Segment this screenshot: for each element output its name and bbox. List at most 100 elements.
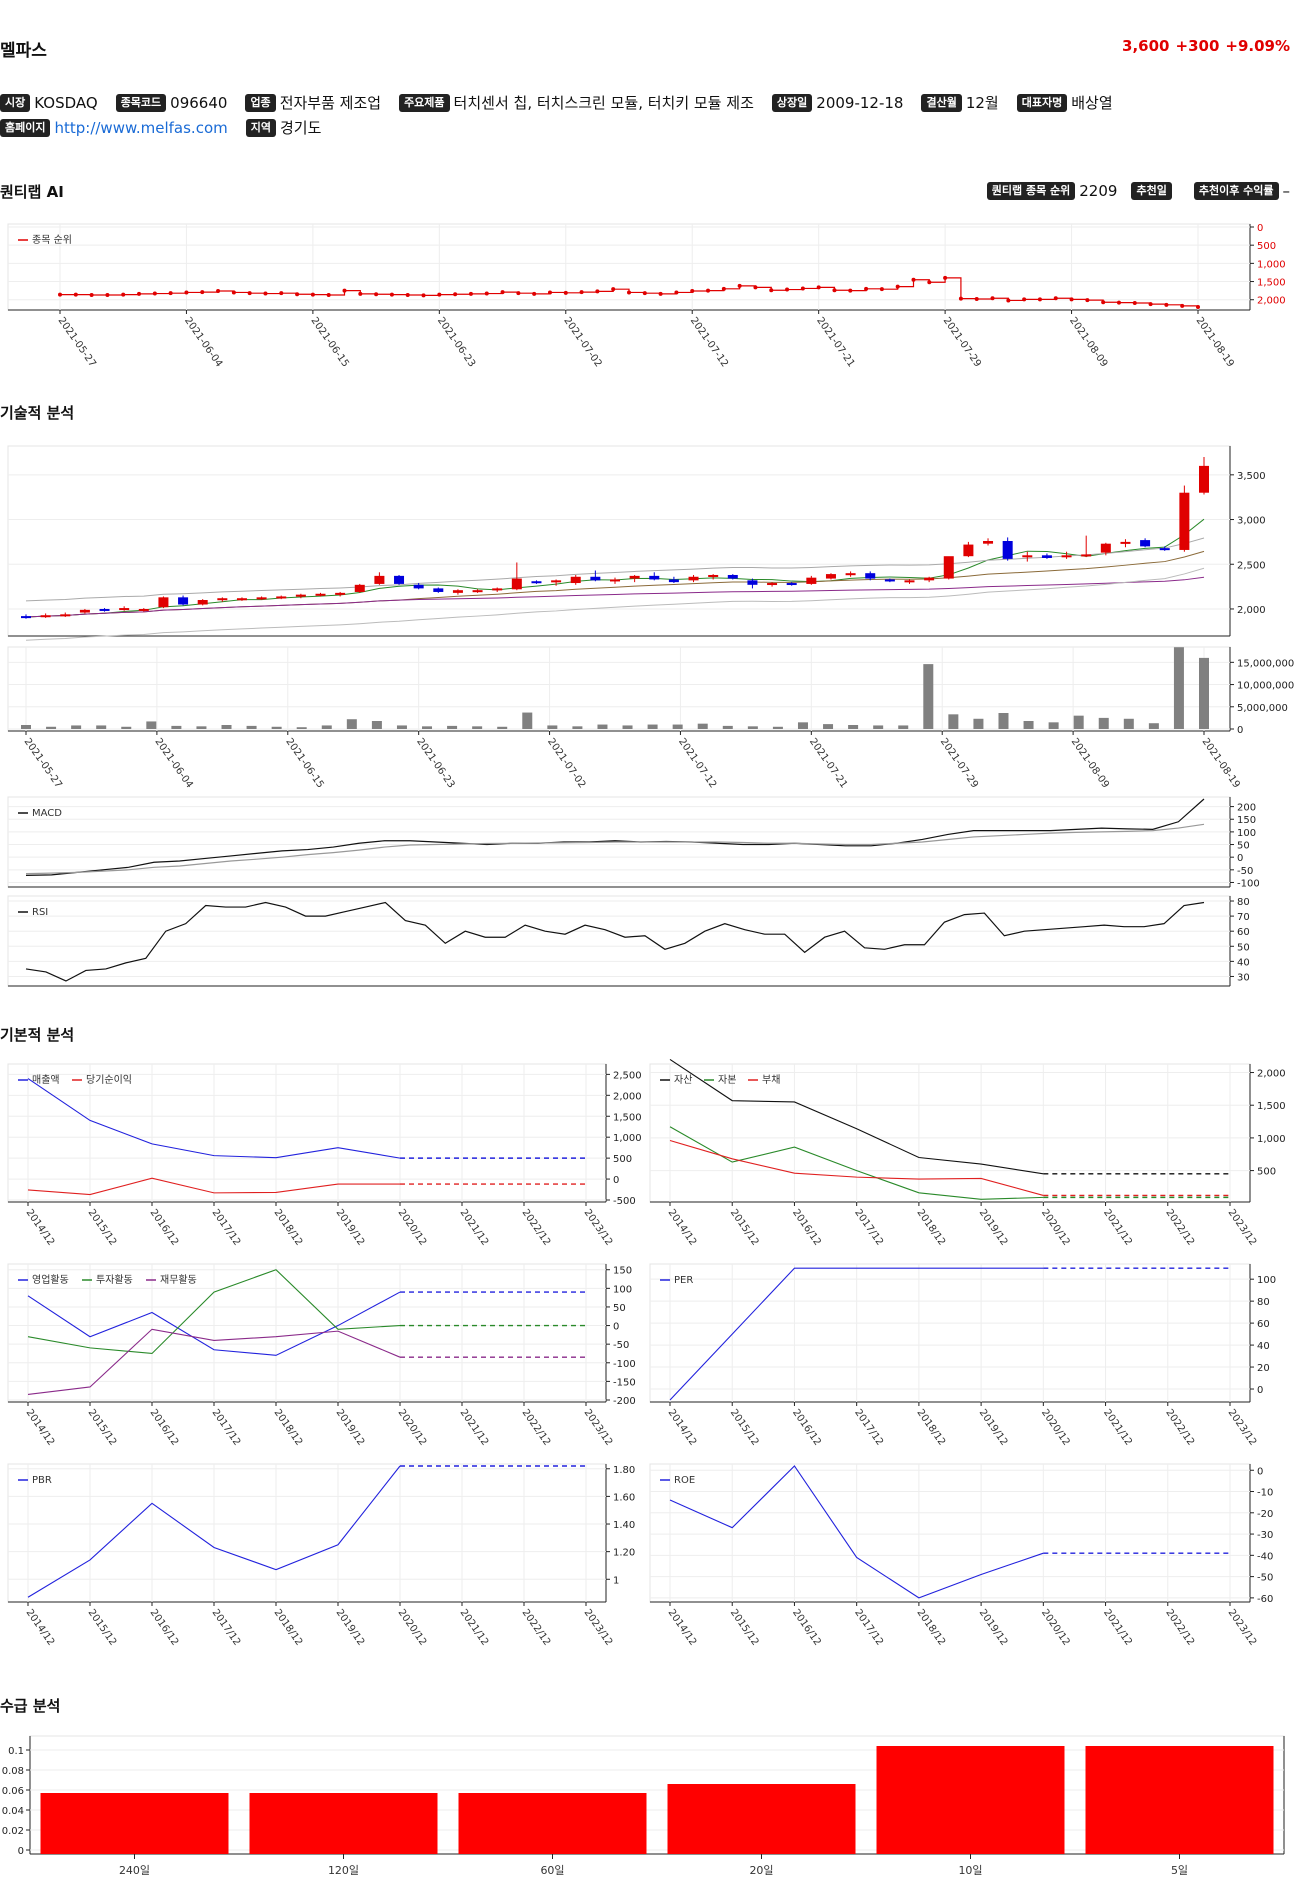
pbr-chart-x-tick-label: 2023/12 xyxy=(582,1607,615,1647)
rank-point xyxy=(1069,297,1074,302)
rsi-chart-frame xyxy=(7,895,1231,987)
balance-chart-x-tick-label: 2017/12 xyxy=(852,1207,885,1247)
candle-body xyxy=(197,600,208,605)
candle-body xyxy=(1179,492,1190,550)
candle-body xyxy=(806,577,817,584)
cashflow-series-line xyxy=(27,1269,401,1355)
candle-body xyxy=(60,614,71,617)
balance-series-line xyxy=(669,1139,1044,1196)
volume-bar xyxy=(998,713,1009,729)
rank-point xyxy=(864,286,869,291)
candle-body xyxy=(924,577,935,581)
rank-point xyxy=(832,288,837,293)
rank-point xyxy=(279,291,284,296)
volume-bar xyxy=(873,725,884,729)
industry-tag: 업종 xyxy=(245,93,276,112)
volume-chart-x-tick-label: 2021-07-29 xyxy=(938,736,980,790)
stock-name: 멜파스 xyxy=(0,41,47,61)
rank-point xyxy=(374,292,379,297)
balance-chart-x-tick-label: 2021/12 xyxy=(1101,1207,1134,1247)
candle-body xyxy=(335,592,346,595)
candle-body xyxy=(511,578,522,590)
homepage-link[interactable]: http://www.melfas.com xyxy=(54,118,228,137)
rank-chart-y-tick-label: 1,000 xyxy=(1257,259,1286,270)
rank-chart-x-tick-label: 2021-07-02 xyxy=(561,315,603,369)
rank-point xyxy=(879,287,884,292)
rank-chart-x-tick-label: 2021-08-09 xyxy=(1067,315,1109,369)
candle-body xyxy=(1002,541,1013,559)
rank-point xyxy=(895,284,900,289)
income-chart-y-tick-label: 1,000 xyxy=(613,1133,642,1144)
balance-chart-x-tick-label: 2019/12 xyxy=(977,1207,1010,1247)
candle-body xyxy=(99,608,110,611)
rank-point xyxy=(1148,302,1153,307)
volume-bar xyxy=(246,725,257,729)
roe-chart-x-tick-label: 2019/12 xyxy=(977,1607,1010,1647)
roe-chart-y-tick-label: -30 xyxy=(1257,1530,1273,1541)
candle-body xyxy=(551,580,562,583)
macd-chart-legend-label: MACD xyxy=(32,808,62,819)
pbr-chart-x-tick-label: 2017/12 xyxy=(210,1607,243,1647)
candle-body xyxy=(472,590,483,593)
pbr-chart-y-tick-label: 1.20 xyxy=(613,1548,635,1559)
per-chart-frame xyxy=(649,1263,1251,1403)
macd-chart-y-tick-label: 0 xyxy=(1237,853,1243,864)
volume-bar xyxy=(296,727,307,729)
cashflow-chart-y-tick-label: -100 xyxy=(613,1359,636,1370)
volume-bar xyxy=(371,721,382,729)
volume-bar xyxy=(1048,722,1059,729)
rank-chart-x-tick-label: 2021-08-19 xyxy=(1194,315,1236,369)
macd-chart-y-tick-label: 100 xyxy=(1237,828,1256,839)
rank-point xyxy=(1053,296,1058,301)
rank-point xyxy=(326,293,331,297)
candle-body xyxy=(963,544,974,557)
per-chart-y-tick-label: 0 xyxy=(1257,1385,1263,1396)
supply-bar xyxy=(249,1793,438,1854)
pbr-series-line xyxy=(27,1465,401,1598)
balance-chart-y-tick-label: 1,000 xyxy=(1257,1134,1286,1145)
rank-point xyxy=(737,283,742,288)
income-chart-y-tick-label: 2,000 xyxy=(613,1091,642,1102)
volume-chart-y-tick-label: 10,000,000 xyxy=(1237,681,1294,692)
rank-point xyxy=(468,291,473,296)
volume-chart-x-tick-label: 2021-06-04 xyxy=(152,736,194,790)
candle-body xyxy=(158,597,169,608)
volume-bar xyxy=(46,726,57,729)
cashflow-chart-x-tick-label: 2016/12 xyxy=(148,1407,181,1447)
per-chart-y-tick-label: 100 xyxy=(1257,1275,1276,1286)
volume-bar xyxy=(823,724,834,729)
listing-value: 2009-12-18 xyxy=(816,93,904,112)
pbr-chart-x-tick-label: 2019/12 xyxy=(334,1607,367,1647)
supply-bar xyxy=(40,1793,229,1854)
cashflow-chart-y-tick-label: 0 xyxy=(613,1322,619,1333)
volume-bar xyxy=(321,725,332,729)
cashflow-series-line xyxy=(27,1328,401,1395)
supply-chart-x-tick-label: 240일 xyxy=(119,1863,150,1877)
volume-bar xyxy=(898,725,909,729)
rank-point xyxy=(674,290,679,295)
supply-chart-y-tick-label: 0.1 xyxy=(8,1746,24,1757)
code-tag: 종목코드 xyxy=(115,93,167,112)
volume-bar xyxy=(96,725,107,729)
rank-point xyxy=(911,277,916,282)
candle-body xyxy=(845,573,856,576)
rank-point xyxy=(579,290,584,295)
candle-body xyxy=(727,574,738,579)
income-chart-x-tick-label: 2015/12 xyxy=(86,1207,119,1247)
rank-chart-x-tick-label: 2021-05-27 xyxy=(56,315,98,369)
rank-point xyxy=(1022,297,1027,302)
candle-body xyxy=(79,609,90,613)
candle-body xyxy=(40,615,51,618)
rank-point xyxy=(200,290,205,295)
candle-body xyxy=(649,575,660,580)
rank-point xyxy=(785,287,790,292)
rsi-chart-y-tick-label: 30 xyxy=(1237,972,1250,983)
cashflow-chart-legend-label: 영업활동 xyxy=(32,1273,69,1286)
pbr-chart-y-tick-label: 1 xyxy=(613,1575,619,1586)
rsi-chart-legend-label: RSI xyxy=(32,907,48,918)
balance-series-line xyxy=(669,1059,1044,1175)
balance-chart-legend-label: 자산 xyxy=(674,1074,692,1086)
volume-bar xyxy=(171,725,182,729)
roe-chart-y-tick-label: -60 xyxy=(1257,1594,1273,1605)
income-series-line xyxy=(27,1078,401,1159)
